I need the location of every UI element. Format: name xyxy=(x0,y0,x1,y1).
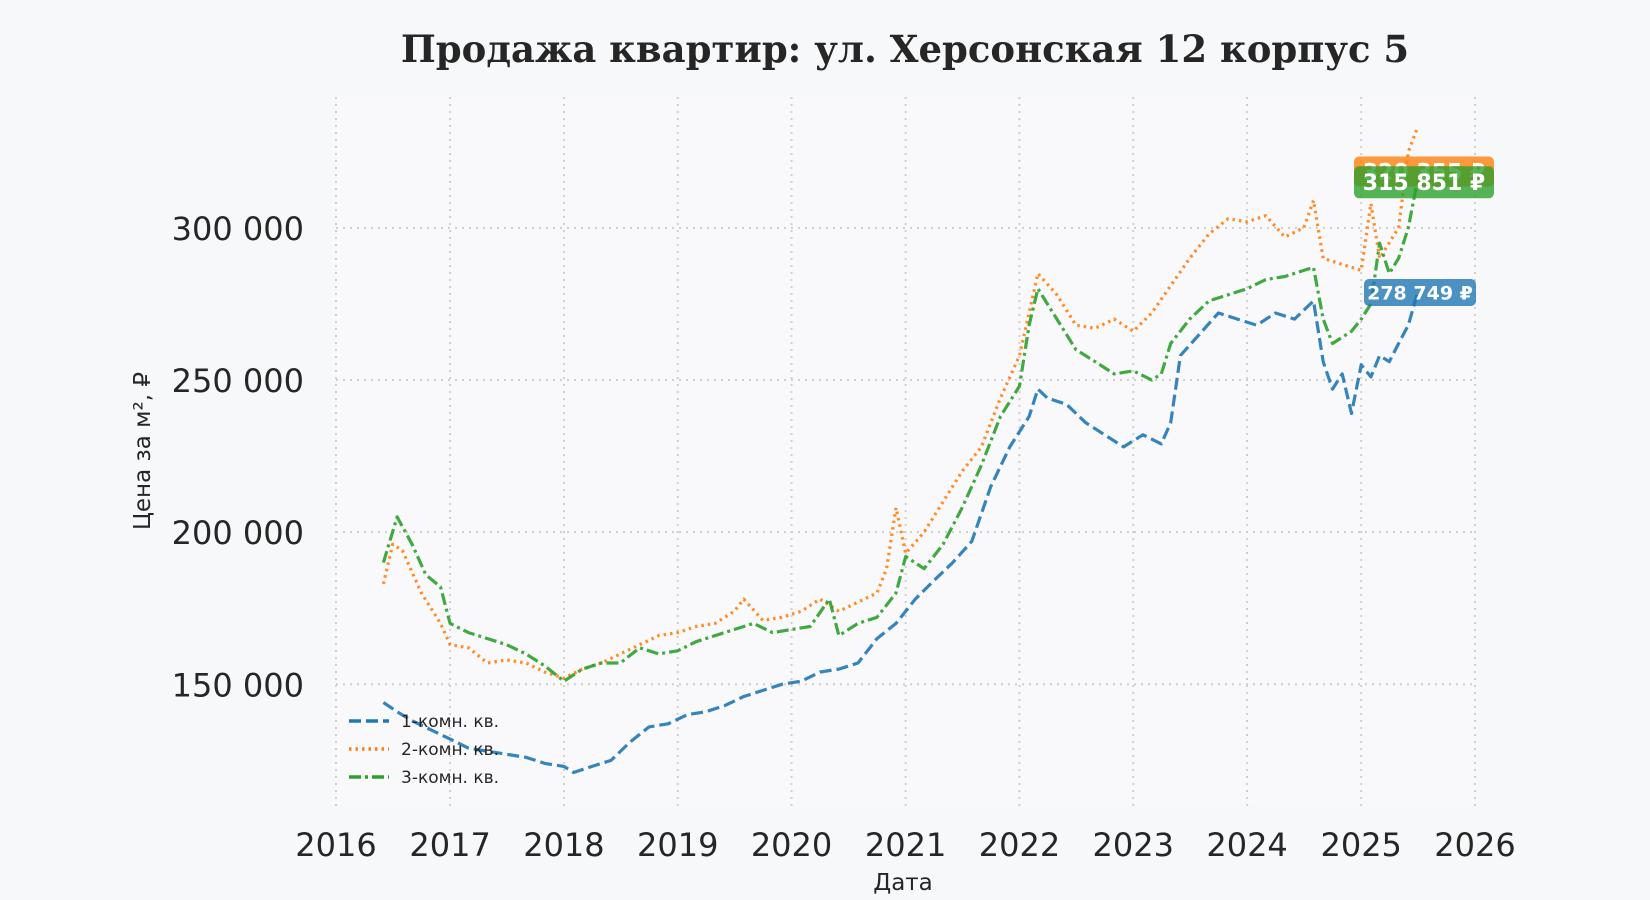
y-tick-label: 150 000 xyxy=(172,666,304,704)
legend-label: 1-комн. кв. xyxy=(401,712,499,732)
end-label-text: 315 851 ₽ xyxy=(1363,171,1485,196)
y-tick-label: 300 000 xyxy=(172,210,304,248)
plot-area xyxy=(336,97,1475,806)
y-axis-label: Цена за м², ₽ xyxy=(130,372,156,530)
y-tick-label: 200 000 xyxy=(172,514,304,552)
series-lines xyxy=(381,126,1420,775)
chart-title: Продажа квартир: ул. Херсонская 12 корпу… xyxy=(401,27,1409,71)
end-labels: 278 749 ₽320 355 ₽315 851 ₽ xyxy=(1354,156,1494,307)
x-tick-label: 2018 xyxy=(523,826,604,864)
x-tick-label: 2017 xyxy=(409,826,490,864)
axis-ticks: 2016 2017 2018 2019 2020 2021 2022 2023 2024 2025… xyxy=(172,210,1516,864)
x-tick-label: 2022 xyxy=(979,826,1060,864)
x-tick-label: 2026 xyxy=(1434,826,1515,864)
x-tick-label: 2024 xyxy=(1206,826,1287,864)
x-tick-label: 2021 xyxy=(865,826,946,864)
x-axis-label: Дата xyxy=(873,870,933,896)
end-value-label: 278 749 ₽ xyxy=(1364,279,1476,307)
legend-label: 2-комн. кв. xyxy=(401,740,499,760)
series-line-3 xyxy=(381,179,1420,683)
x-tick-label: 2019 xyxy=(637,826,718,864)
series-line-1 xyxy=(382,292,1420,775)
grid xyxy=(335,97,1476,806)
end-label-text: 278 749 ₽ xyxy=(1367,282,1473,304)
legend: 1-комн. кв. 2-комн. кв. 3-комн. кв. xyxy=(349,712,499,788)
x-tick-label: 2016 xyxy=(295,826,376,864)
end-label-box xyxy=(1354,166,1494,199)
legend-label: 3-комн. кв. xyxy=(401,768,499,788)
x-tick-label: 2020 xyxy=(751,826,832,864)
x-tick-label: 2023 xyxy=(1093,826,1174,864)
y-tick-label: 250 000 xyxy=(172,362,304,400)
x-tick-label: 2025 xyxy=(1320,826,1401,864)
end-value-label: 315 851 ₽ xyxy=(1354,166,1494,199)
end-label-box xyxy=(1364,279,1476,307)
